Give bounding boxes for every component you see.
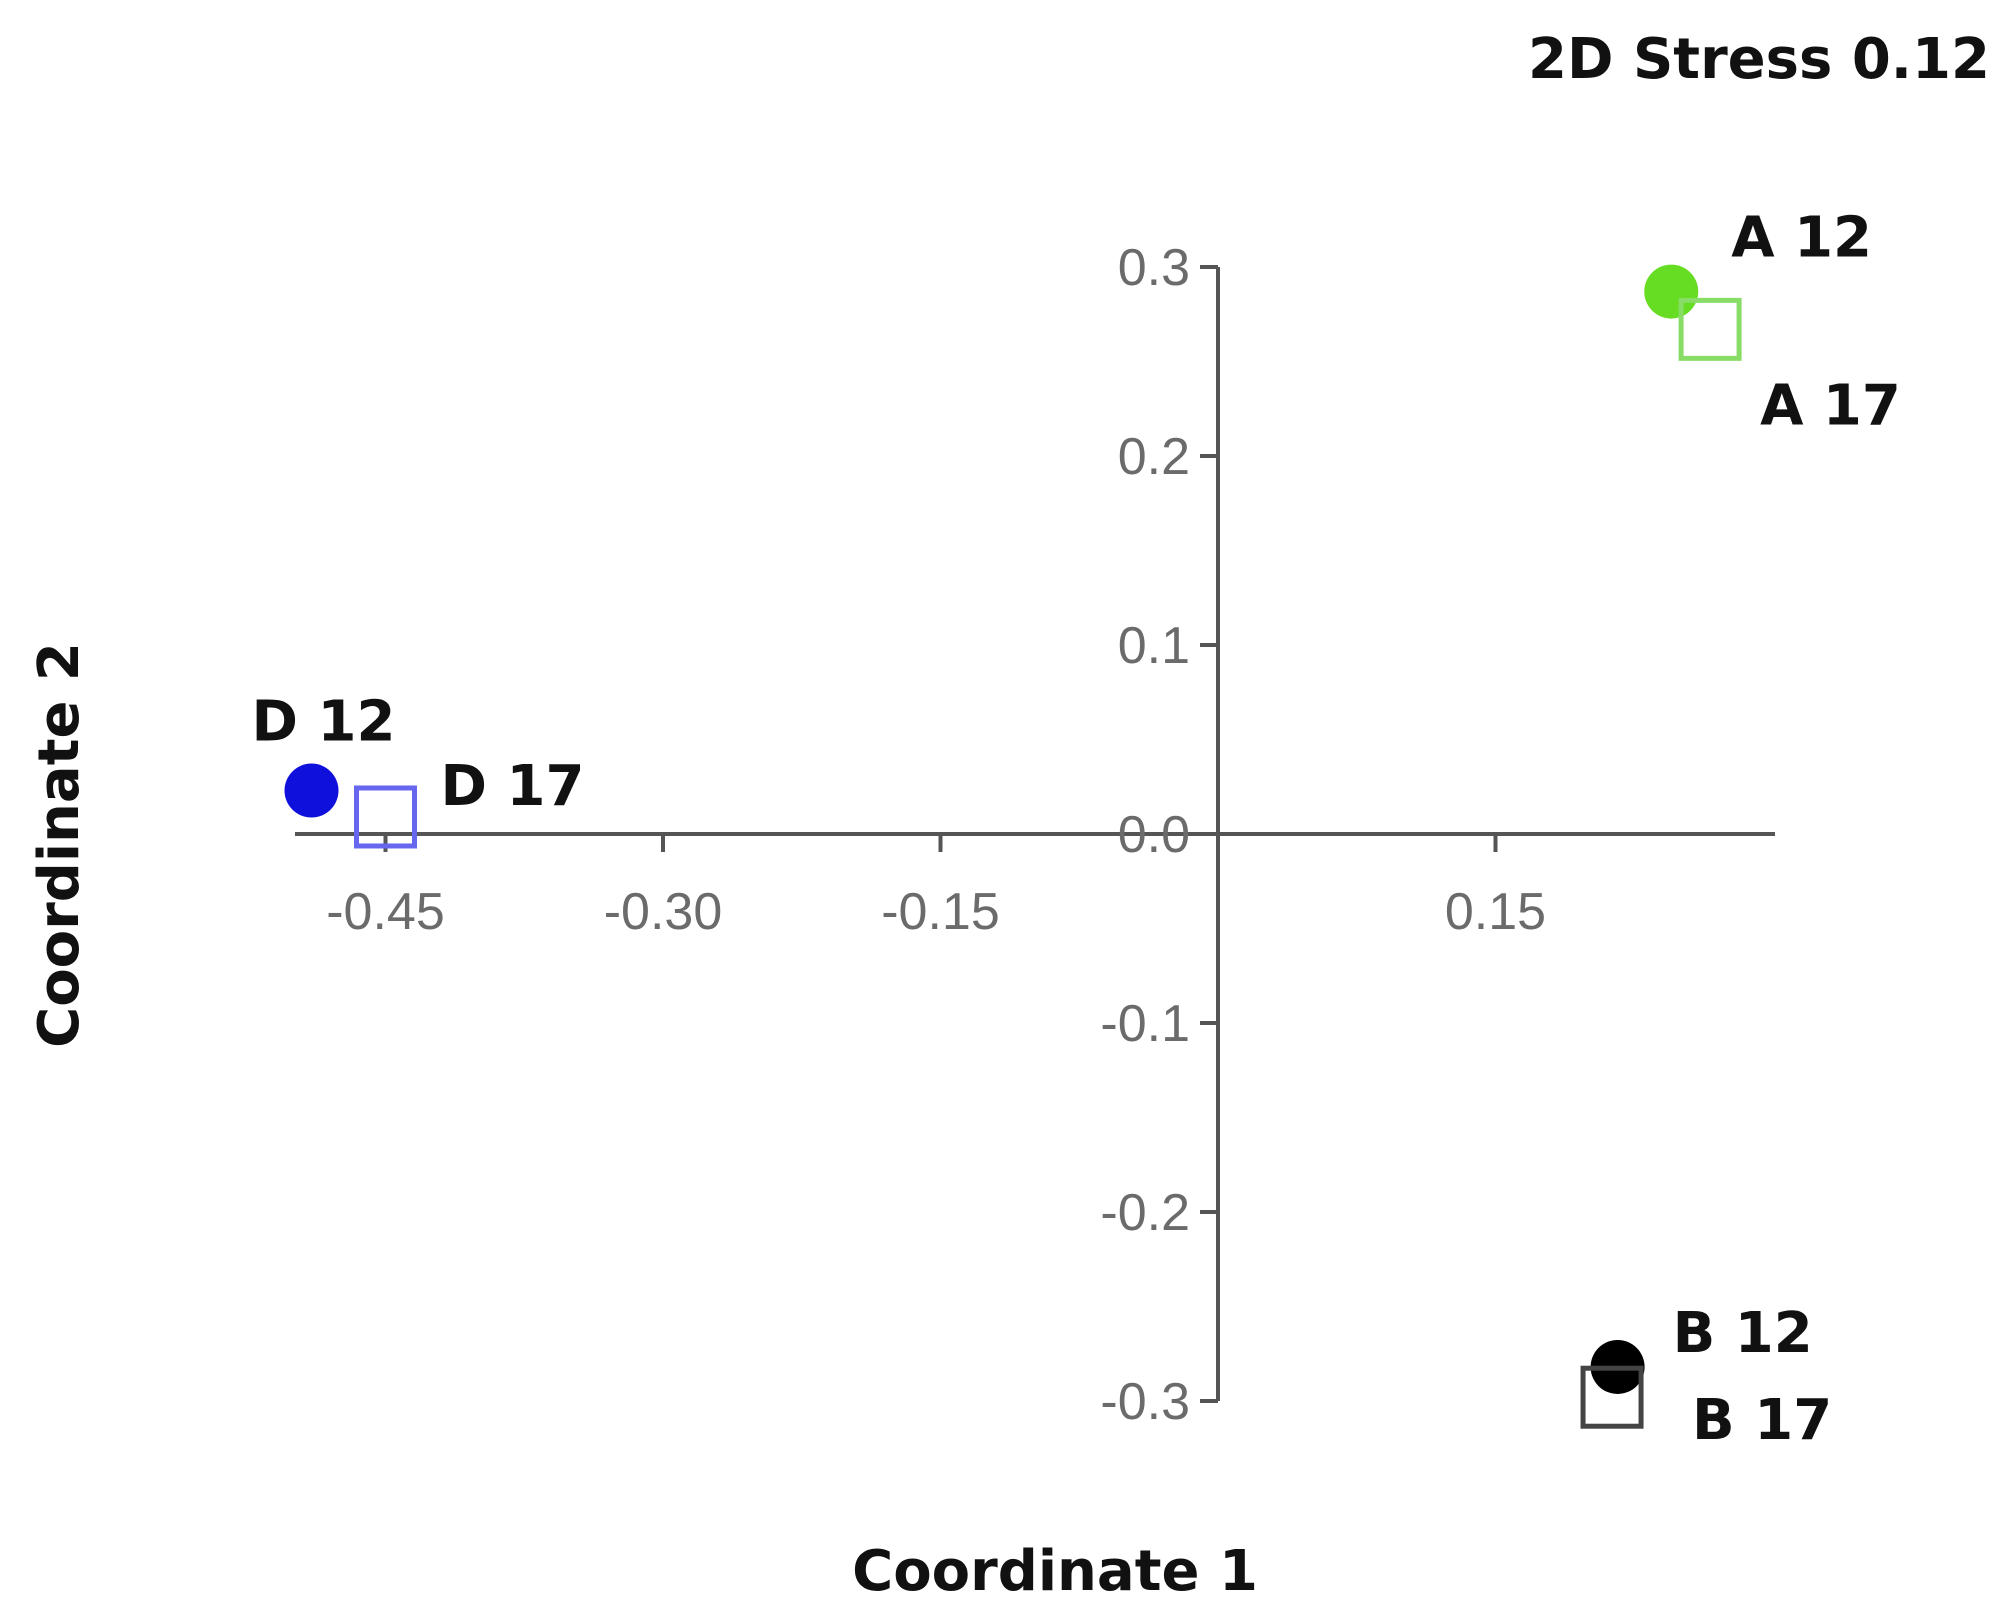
y-tick-label: 0.2 [1118, 428, 1190, 486]
point-b-17 [1580, 1365, 1644, 1429]
axes: -0.45 -0.30 -0.15 0.15 0.3 0.2 0.1 0.0 -0.1 -0.2 -… [295, 239, 1775, 1431]
label-b-12: B 12 [1673, 1301, 1813, 1366]
x-tick-label: 0.15 [1445, 883, 1546, 941]
data-points [284, 264, 1742, 1429]
x-axis-title: Coordinate 1 [852, 1539, 1258, 1604]
point-a-17 [1678, 297, 1742, 361]
stress-annotation: 2D Stress 0.12 [1528, 27, 1990, 92]
y-axis-title: Coordinate 2 [27, 642, 92, 1048]
point-labels: A 12 A 17 B 12 B 17 D 12 D 17 [252, 206, 1901, 1454]
y-tick-label: 0.0 [1118, 806, 1190, 864]
y-tick-label: -0.2 [1100, 1184, 1190, 1242]
point-d-17 [354, 785, 417, 849]
label-a-12: A 12 [1731, 206, 1872, 271]
x-tick-label: -0.45 [326, 883, 445, 941]
x-tick-label: -0.15 [881, 883, 1000, 941]
label-d-17: D 17 [441, 754, 585, 819]
x-tick-label: -0.30 [604, 883, 723, 941]
label-b-17: B 17 [1692, 1388, 1832, 1453]
point-a-12 [1644, 264, 1699, 319]
point-d-12 [284, 763, 339, 818]
label-d-12: D 12 [252, 690, 396, 755]
y-tick-label: -0.1 [1100, 995, 1190, 1053]
y-tick-label: 0.1 [1118, 617, 1190, 675]
y-tick-label: 0.3 [1118, 239, 1190, 297]
y-tick-label: -0.3 [1100, 1373, 1190, 1431]
label-a-17: A 17 [1760, 373, 1901, 438]
